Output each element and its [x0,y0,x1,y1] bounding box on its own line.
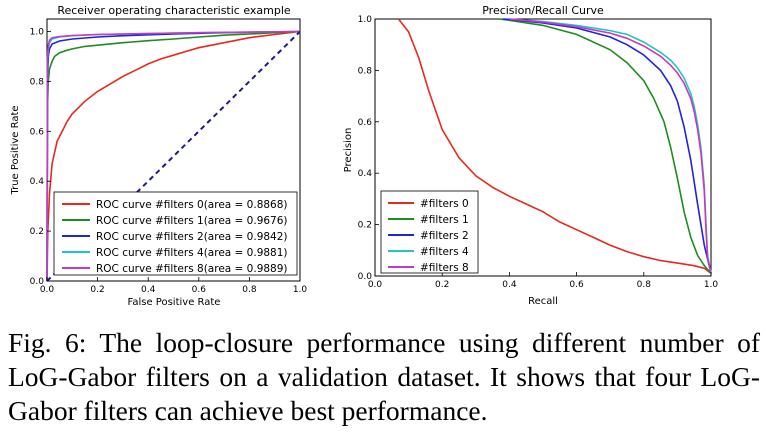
pr-legend-label-4: #filters 8 [420,262,469,274]
pr-axis-ticks: 0.0 0.2 0.4 0.6 0.8 1.0 0.0 0.2 0.4 0.6 0.8 1.0 [358,15,719,290]
figure: Receiver operating characteristic exampl… [10,4,718,308]
figure-caption: Fig. 6: The loop-closure performance usi… [8,327,760,426]
roc-x-tick-label: 0.4 [141,285,156,295]
pr-y-tick-label: 0.8 [358,66,373,76]
roc-y-tick-label: 1.0 [30,27,45,37]
roc-series-line-0 [46,30,301,282]
roc-y-tick-label: 0.4 [30,177,45,187]
roc-chart-title: Receiver operating characteristic exampl… [57,4,291,17]
roc-series-line-1 [46,30,301,282]
pr-x-tick-label: 0.2 [435,280,449,290]
roc-axis-ticks: 0.0 0.2 0.4 0.6 0.8 1.0 0.0 0.2 0.4 0.6 0.8 1.0 [30,27,308,295]
roc-legend-label-1: ROC curve #filters 1(area = 0.9676) [96,215,288,227]
pr-series-line-1 [499,18,712,274]
pr-x-tick-label: 0.4 [502,280,517,290]
roc-legend-box [53,191,298,276]
pr-y-tick-label: 0.2 [358,221,372,231]
roc-y-tick-label: 0.2 [30,227,44,237]
roc-x-tick-label: 0.0 [40,285,55,295]
pr-y-axis-label: Precision [343,128,354,173]
precision-recall-chart: Precision/Recall Curve 0.0 0.2 0.4 0.6 0.8 1.… [343,4,718,307]
roc-x-tick-label: 0.6 [192,285,207,295]
roc-legend: ROC curve #filters 0(area = 0.8868) ROC c… [53,191,298,276]
pr-legend: #filters 0 #filters 1 #filters 2 #filters 4… [380,190,479,274]
pr-x-axis-label: Recall [528,296,558,307]
roc-series-line-4 [46,30,301,282]
roc-legend-label-4: ROC curve #filters 8(area = 0.9889) [96,263,288,275]
pr-series-layer [397,18,712,275]
pr-y-tick-label: 0.0 [358,272,373,282]
roc-y-tick-label: 0.8 [30,77,45,87]
roc-chart: Receiver operating characteristic exampl… [10,4,307,308]
roc-x-tick-label: 1.0 [293,285,308,295]
pr-legend-label-3: #filters 4 [420,246,469,258]
pr-legend-label-1: #filters 1 [420,214,469,226]
roc-legend-label-0: ROC curve #filters 0(area = 0.8868) [96,199,288,211]
pr-legend-box [380,190,479,274]
roc-series-layer [46,30,301,282]
pr-y-tick-label: 0.6 [358,118,373,128]
pr-series-line-2 [502,18,712,274]
pr-series-line-4 [509,18,712,274]
roc-x-tick-label: 0.2 [90,285,104,295]
roc-legend-label-3: ROC curve #filters 4(area = 0.9881) [96,247,288,259]
roc-y-tick-label: 0.0 [30,277,45,287]
pr-y-tick-label: 0.4 [358,169,373,179]
roc-legend-label-2: ROC curve #filters 2(area = 0.9842) [96,231,288,243]
pr-series-line-0 [397,18,712,275]
pr-x-tick-label: 1.0 [704,280,719,290]
pr-y-tick-label: 1.0 [358,15,373,25]
pr-chart-title: Precision/Recall Curve [482,4,604,17]
pr-legend-label-2: #filters 2 [420,230,469,242]
pr-x-tick-label: 0.8 [637,280,652,290]
roc-x-axis-label: False Positive Rate [128,297,221,308]
pr-x-tick-label: 0.6 [569,280,584,290]
roc-x-tick-label: 0.8 [242,285,257,295]
pr-legend-label-0: #filters 0 [420,198,469,210]
pr-x-tick-label: 0.0 [368,280,383,290]
roc-y-axis-label: True Positive Rate [10,105,21,195]
roc-y-tick-label: 0.6 [30,127,45,137]
